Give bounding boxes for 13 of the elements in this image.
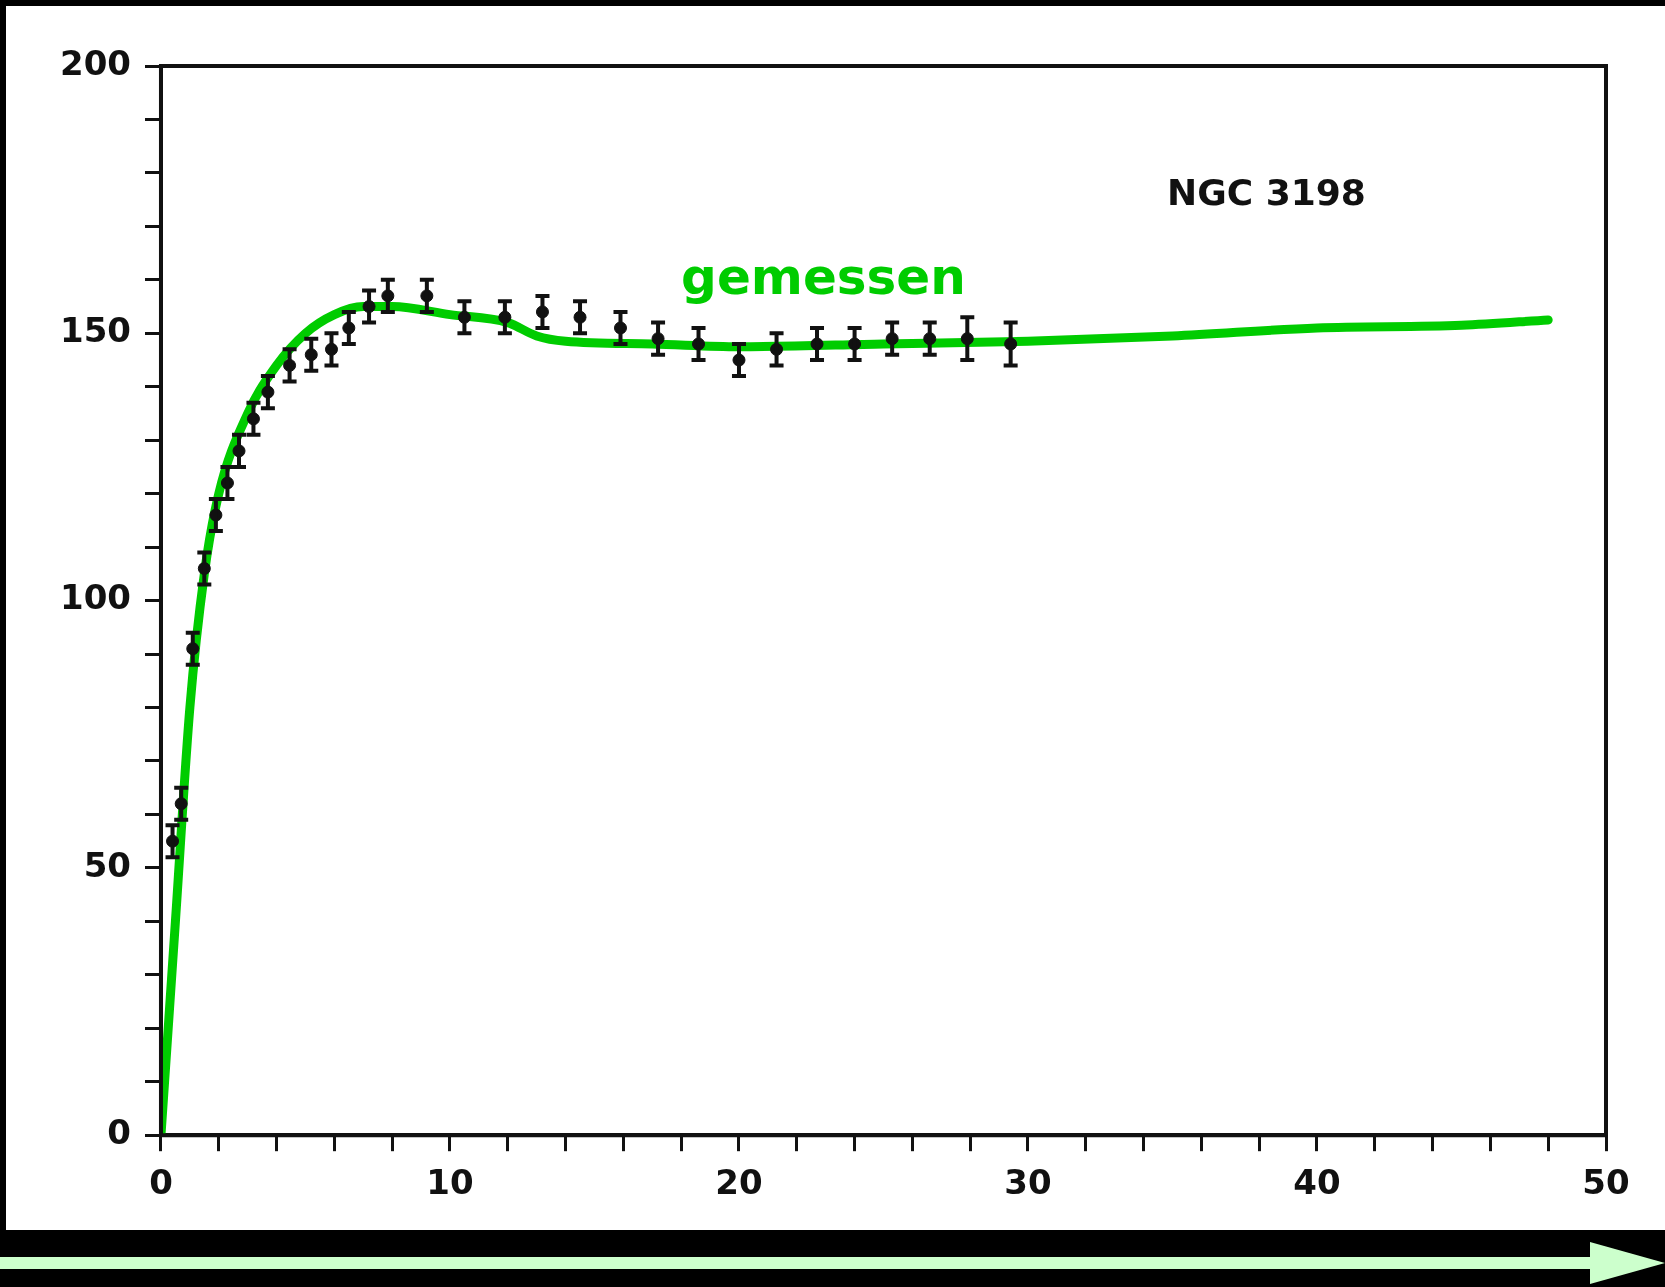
x-tick-label: 30 <box>1004 1162 1052 1203</box>
series-label: gemessen <box>681 247 966 306</box>
x-tick-label: 50 <box>1582 1162 1630 1203</box>
y-tick-label: 150 <box>59 310 131 351</box>
y-tick-label: 200 <box>59 42 131 83</box>
x-tick-label: 20 <box>715 1162 763 1203</box>
x-tick-label: 0 <box>149 1162 173 1203</box>
y-tick-label: 0 <box>107 1112 131 1153</box>
x-tick-label: 10 <box>426 1162 474 1203</box>
x-tick-label: 40 <box>1293 1162 1341 1203</box>
y-tick-label: 100 <box>59 577 131 618</box>
annotation: NGC 3198 <box>1167 172 1366 214</box>
y-tick-label: 50 <box>83 844 131 885</box>
